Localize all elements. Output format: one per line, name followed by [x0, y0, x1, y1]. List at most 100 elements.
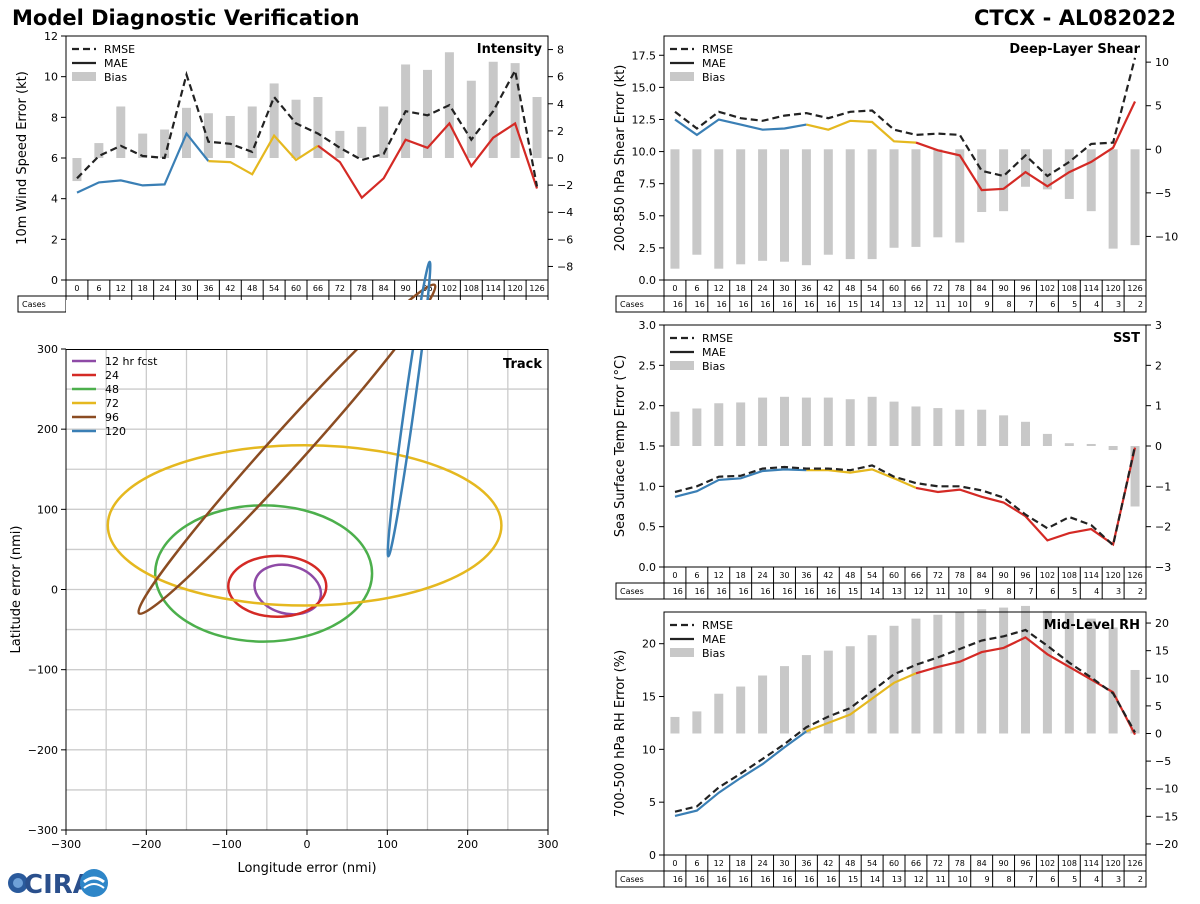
mae-line-segment-2 [806, 468, 917, 489]
bias-bar-120 [1108, 149, 1118, 249]
table-hour-48: 48 [845, 571, 855, 580]
table-cases-108: 5 [1072, 300, 1077, 309]
table-hour-114: 114 [1084, 859, 1099, 868]
table-cases-78: 10 [958, 587, 968, 596]
y-tick-label: 15.0 [632, 81, 657, 94]
y-tick-label: 1.0 [639, 480, 657, 493]
x-tick-label: 0 [304, 838, 311, 851]
table-hour-72: 72 [933, 859, 943, 868]
legend-bias-label: Bias [702, 71, 725, 84]
table-hour-120: 120 [1105, 859, 1120, 868]
table-hour-42: 42 [225, 284, 235, 293]
table-cases-54: 14 [870, 300, 880, 309]
mae-line-segment-1 [674, 730, 808, 817]
table-hour-24: 24 [757, 571, 767, 580]
table-hour-90: 90 [400, 284, 410, 293]
table-hour-96: 96 [1020, 859, 1030, 868]
table-hour-84: 84 [977, 284, 987, 293]
table-hour-12: 12 [714, 571, 724, 580]
bias-bar-48 [845, 149, 855, 260]
track-ellipse-96 [137, 283, 437, 616]
y2-tick-label: −1 [1155, 480, 1171, 493]
bias-bar-78 [955, 409, 965, 446]
table-hour-66: 66 [911, 284, 921, 293]
y-tick-label: 2 [51, 233, 58, 246]
table-hour-24: 24 [757, 859, 767, 868]
table-cases-120: 3 [1116, 875, 1121, 884]
bias-bar-96 [1021, 421, 1030, 446]
bias-bar-96 [1021, 605, 1030, 734]
bias-bar-102 [1042, 149, 1052, 190]
bias-bar-66 [313, 97, 323, 158]
table-hour-108: 108 [1062, 859, 1077, 868]
table-cases-24: 16 [760, 300, 770, 309]
table-cases-114: 4 [1094, 875, 1099, 884]
chart-title: Track [503, 357, 542, 372]
bias-bar-0 [670, 411, 680, 446]
y2-tick-label: 10 [1155, 56, 1169, 69]
table-hour-54: 54 [867, 284, 877, 293]
bias-bar-72 [933, 614, 943, 734]
table-cases-6: 16 [695, 300, 705, 309]
bias-bar-60 [889, 149, 899, 248]
bias-bar-78 [955, 149, 965, 243]
table-cases-78: 10 [958, 875, 968, 884]
y2-tick-label: −8 [557, 260, 573, 273]
legend-bias-label: Bias [104, 71, 127, 84]
table-cases-label: Cases [620, 300, 644, 309]
legend-label-24: 24 [105, 369, 119, 382]
table-cases-54: 14 [870, 587, 880, 596]
bias-bar-84 [977, 609, 987, 734]
bias-bar-0 [72, 158, 82, 182]
table-cases-48: 15 [848, 875, 858, 884]
table-hour-30: 30 [181, 284, 191, 293]
table-hour-90: 90 [998, 859, 1008, 868]
y-tick-label: 10 [642, 743, 656, 756]
y-axis-label: 10m Wind Speed Error (kt) [15, 71, 30, 245]
y-tick-label: 0.0 [639, 561, 657, 574]
bias-bar-60 [889, 625, 899, 734]
y-axis-label: 700-500 hPa RH Error (%) [613, 650, 628, 817]
y2-tick-label: −5 [1155, 755, 1171, 768]
table-hour-48: 48 [247, 284, 257, 293]
table-hour-18: 18 [736, 284, 746, 293]
bias-bar-42 [225, 115, 235, 158]
y-tick-label: −100 [28, 664, 58, 677]
legend-label-12-hr-fcst: 12 hr fcst [105, 355, 158, 368]
verification-table: Cases01661612161816241630163616421648155… [615, 279, 1147, 313]
legend-bias-swatch [670, 72, 694, 81]
x-axis-label: Longitude error (nmi) [237, 861, 376, 876]
table-cases-96: 7 [1028, 300, 1033, 309]
bias-bar-54 [867, 396, 877, 446]
table-cases-42: 16 [826, 587, 836, 596]
track-ellipse-48 [153, 504, 374, 643]
rmse-line [674, 57, 1137, 178]
x-tick-label: 200 [457, 838, 478, 851]
track-ellipse-120 [386, 260, 432, 558]
chart-title: SST [1113, 331, 1140, 346]
bias-bar-60 [889, 401, 899, 446]
table-hour-6: 6 [96, 284, 101, 293]
bias-bar-24 [160, 129, 170, 158]
table-cases-18: 16 [738, 587, 748, 596]
x-tick-label: 100 [377, 838, 398, 851]
table-cases-48: 15 [848, 587, 858, 596]
bias-bar-48 [845, 646, 855, 734]
bias-bar-108 [1064, 443, 1074, 446]
table-hour-30: 30 [779, 859, 789, 868]
y2-tick-label: 8 [557, 44, 564, 57]
legend-rmse-label: RMSE [702, 332, 733, 345]
y-tick-label: 0.5 [639, 521, 657, 534]
table-hour-120: 120 [507, 284, 522, 293]
table-cases-66: 12 [914, 875, 924, 884]
y-tick-label: 0 [51, 274, 58, 287]
table-hour-120: 120 [1105, 284, 1120, 293]
bias-bar-54 [269, 83, 279, 158]
table-hour-36: 36 [203, 284, 213, 293]
bias-bar-114 [1086, 149, 1096, 212]
y-tick-label: 0 [51, 584, 58, 597]
bias-bar-66 [911, 406, 921, 446]
legend-bias-swatch [670, 361, 694, 370]
